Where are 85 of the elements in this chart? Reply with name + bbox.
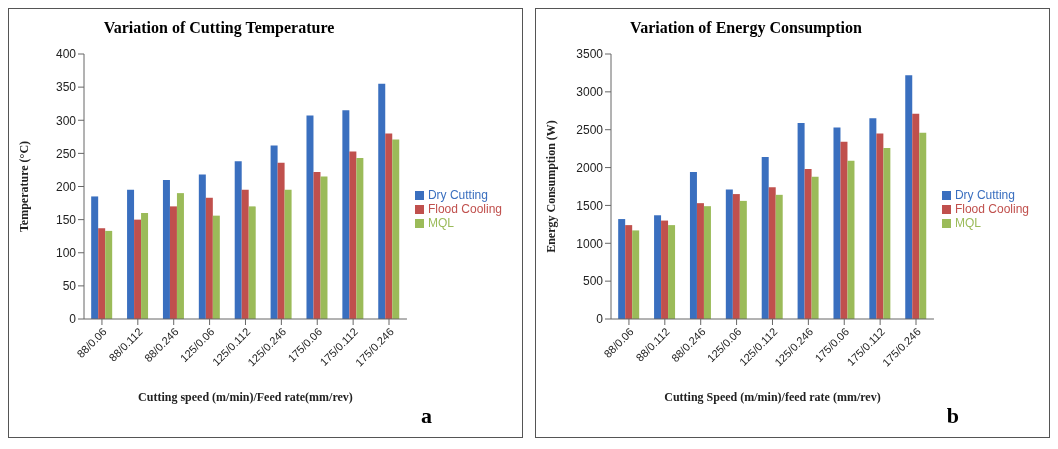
- bar: [811, 176, 819, 319]
- bar: [313, 171, 321, 319]
- y-tick-label: 1000: [576, 236, 604, 251]
- bar: [176, 193, 184, 319]
- bar: [883, 147, 891, 319]
- y-tick-label: 2000: [576, 160, 604, 175]
- bar: [869, 118, 877, 319]
- bar: [320, 176, 328, 319]
- bar: [618, 219, 626, 319]
- bar: [775, 194, 783, 319]
- bar: [661, 220, 669, 319]
- y-tick-label: 100: [55, 246, 77, 261]
- legend-label: Flood Cooling: [954, 202, 1029, 216]
- chart-title: Variation of Cutting Temperature: [102, 19, 336, 37]
- bar: [378, 83, 386, 319]
- bar: [356, 158, 364, 319]
- bar: [127, 189, 135, 319]
- bar: [689, 172, 697, 319]
- legend-label: MQL: [954, 216, 981, 230]
- y-axis-title: Energy Consumption (W): [544, 120, 559, 253]
- bar: [876, 133, 884, 319]
- bar: [105, 230, 113, 319]
- y-tick-label: 0: [69, 312, 77, 327]
- bar: [739, 200, 747, 319]
- bar: [162, 179, 170, 319]
- x-axis-title: Cutting speed (m/min)/Feed rate(mm/rev): [138, 390, 353, 404]
- bar: [270, 145, 278, 319]
- bar: [632, 230, 640, 319]
- bar: [668, 225, 676, 319]
- bar: [392, 139, 400, 319]
- y-axis-title: Temperature (°C): [17, 140, 32, 233]
- y-tick-label: 150: [55, 212, 77, 227]
- legend-label: Dry Cutting: [954, 188, 1015, 202]
- bar: [725, 189, 733, 319]
- y-tick-label: 50: [62, 279, 77, 294]
- bar: [847, 160, 855, 319]
- bar: [205, 197, 213, 319]
- bar: [761, 156, 769, 319]
- bar: [654, 215, 662, 319]
- y-tick-label: 400: [55, 47, 77, 62]
- bar: [284, 189, 292, 319]
- text: a: [421, 403, 432, 429]
- bar: [840, 141, 848, 319]
- bar: [732, 194, 740, 319]
- text: b: [946, 403, 959, 429]
- bar: [198, 174, 206, 319]
- bar: [248, 206, 256, 319]
- bar: [342, 110, 350, 319]
- bar: [797, 122, 805, 319]
- y-tick-label: 2500: [576, 122, 604, 137]
- bar: [696, 203, 704, 319]
- bar: [234, 161, 242, 319]
- chart-title: Variation of Energy Consumption: [629, 19, 863, 37]
- y-tick-label: 3500: [576, 47, 604, 62]
- y-tick-label: 250: [55, 146, 77, 161]
- bar: [833, 127, 841, 319]
- bar: [385, 133, 393, 319]
- y-tick-label: 3000: [576, 85, 604, 100]
- bar: [277, 162, 285, 319]
- bar: [306, 115, 314, 319]
- y-tick-label: 500: [582, 274, 604, 289]
- y-tick-label: 1500: [576, 198, 604, 213]
- bar: [912, 113, 920, 319]
- bar: [141, 213, 149, 319]
- legend-label: Dry Cutting: [427, 188, 488, 202]
- legend-label: MQL: [427, 216, 454, 230]
- x-axis-title: Cutting Speed (m/min)/feed rate (mm/rev): [664, 390, 881, 404]
- bar: [212, 215, 220, 319]
- y-tick-label: 0: [596, 312, 604, 327]
- bar: [625, 225, 633, 319]
- y-tick-label: 350: [55, 80, 77, 95]
- bar: [919, 132, 927, 319]
- y-tick-label: 300: [55, 113, 77, 128]
- bar: [91, 196, 99, 319]
- bar: [703, 206, 711, 319]
- bar: [169, 206, 177, 319]
- y-tick-label: 200: [55, 179, 77, 194]
- bar: [768, 187, 776, 319]
- bar: [349, 151, 357, 319]
- bar: [905, 75, 913, 319]
- bar: [134, 219, 142, 319]
- bar: [98, 228, 106, 319]
- bar: [804, 169, 812, 319]
- legend-label: Flood Cooling: [427, 202, 502, 216]
- bar: [241, 189, 249, 319]
